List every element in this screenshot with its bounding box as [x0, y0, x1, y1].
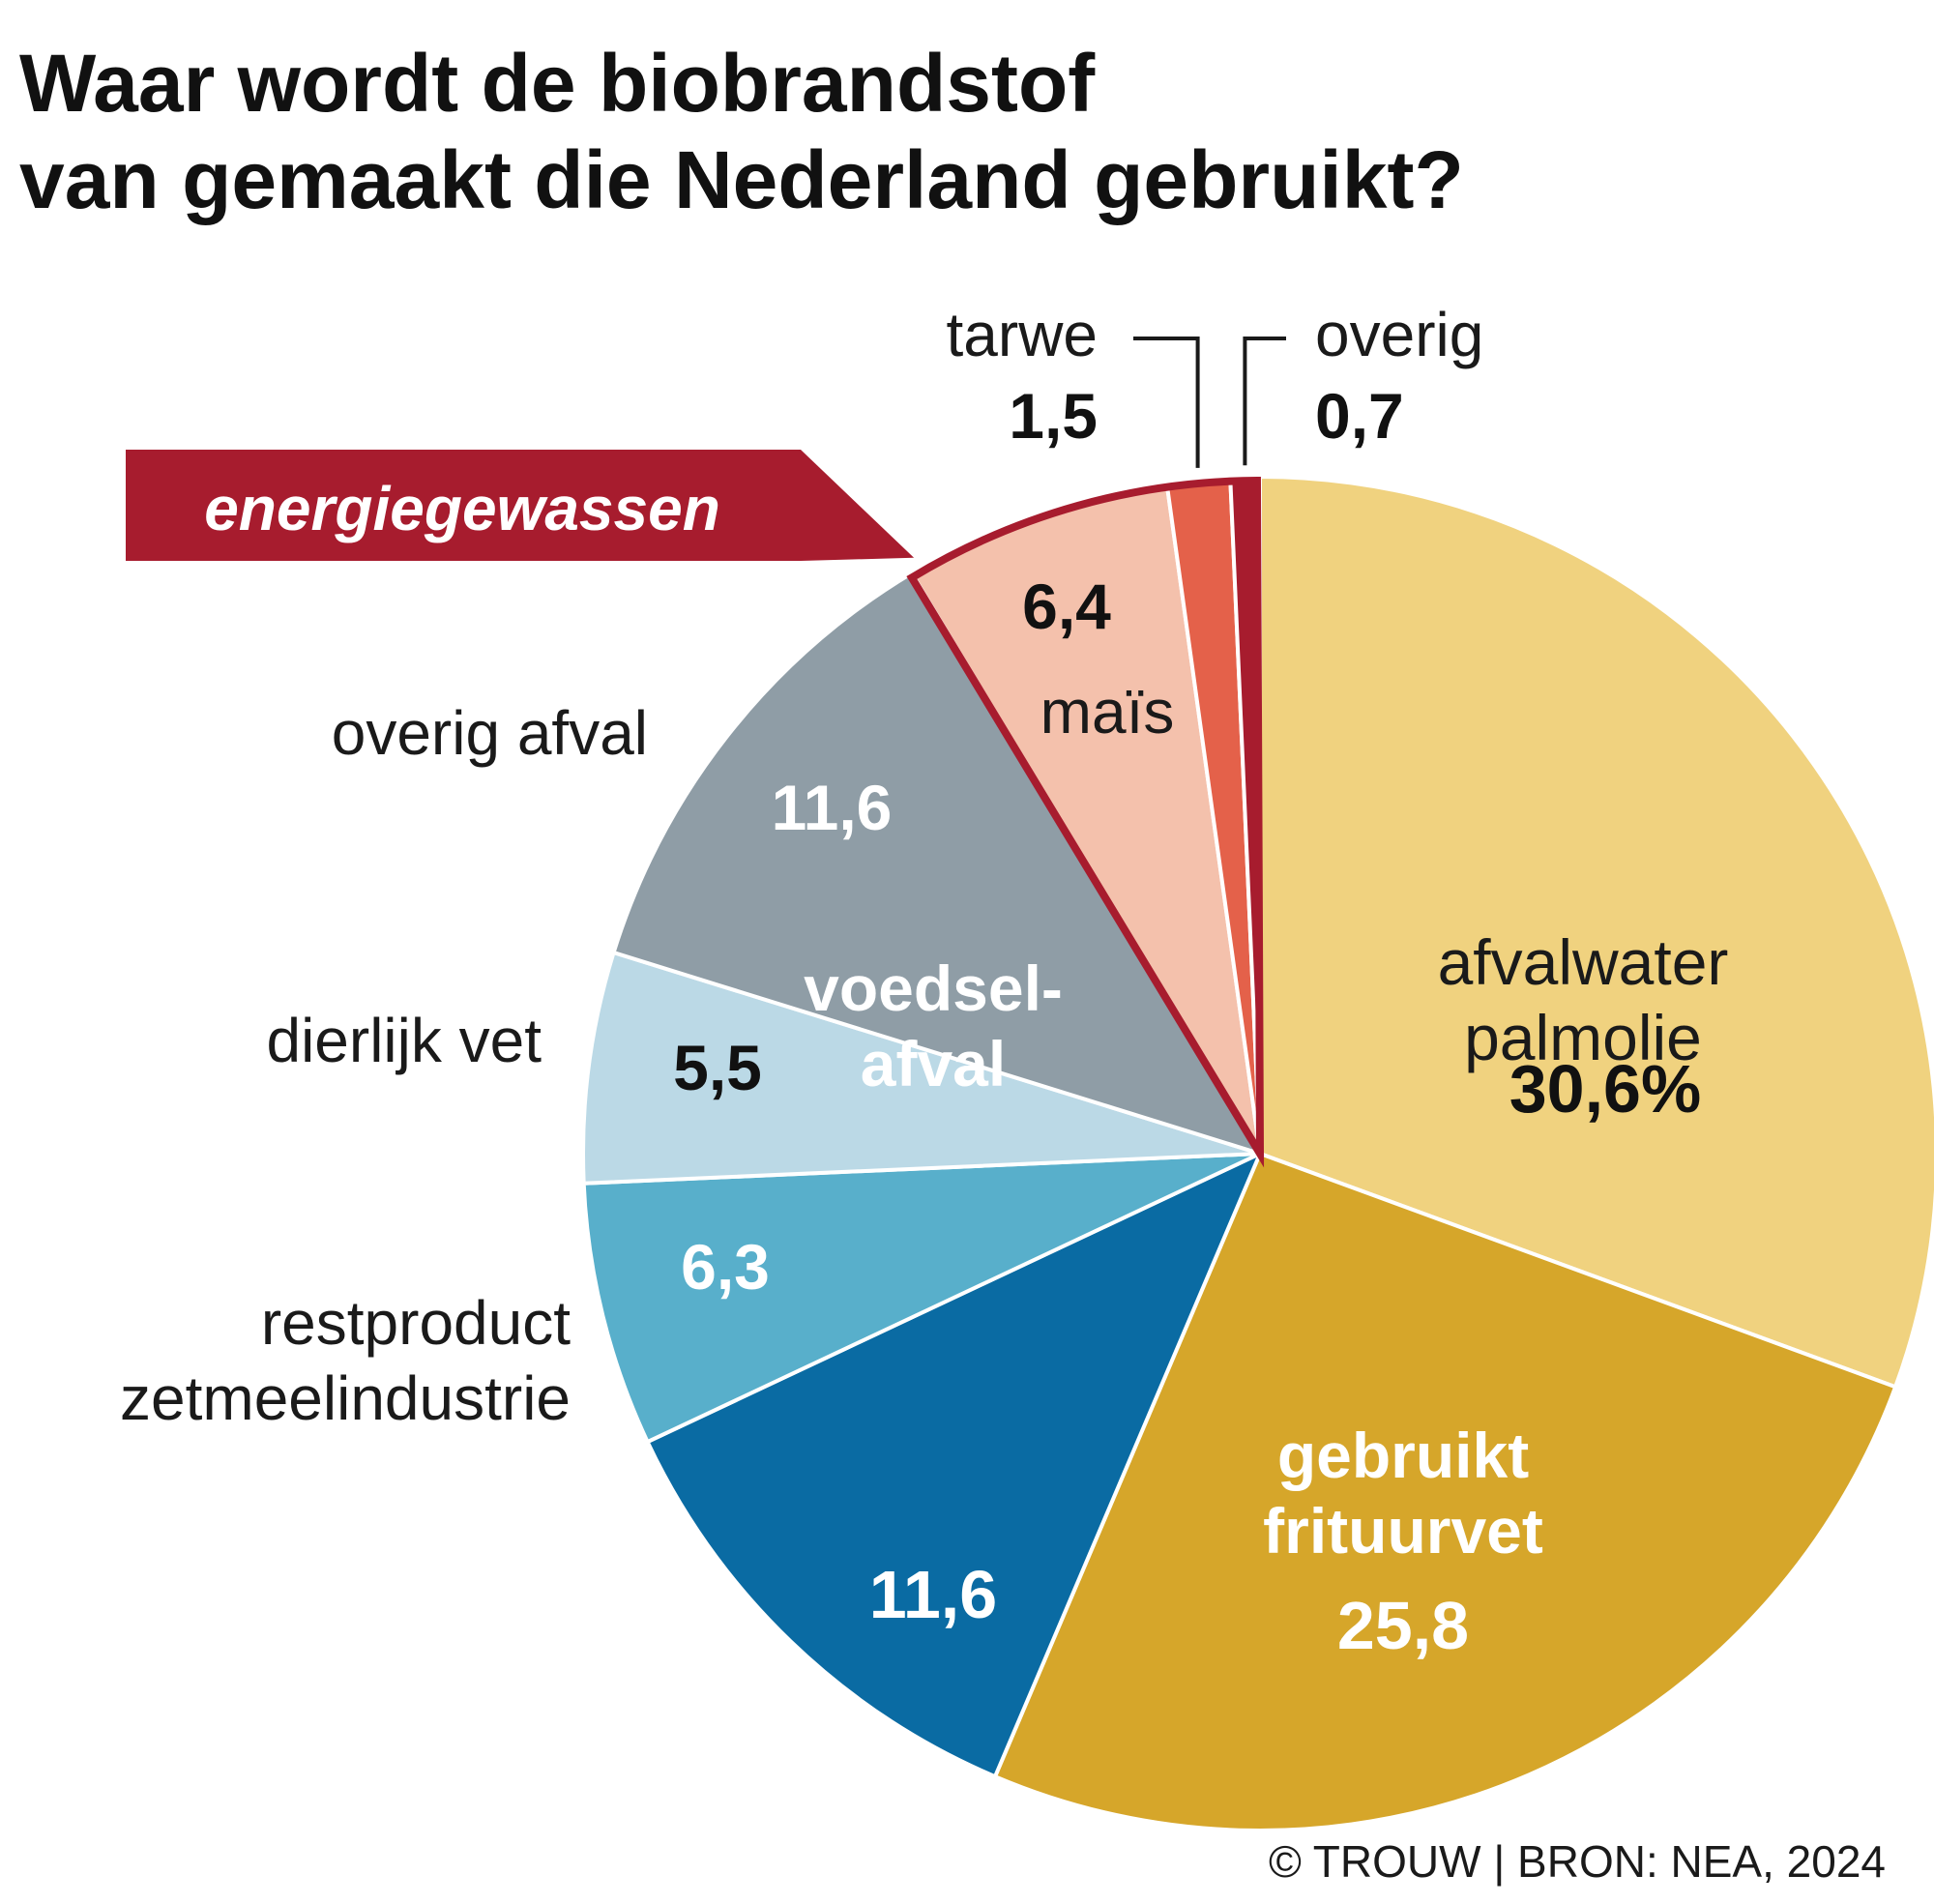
- value-mais: 6,4: [1022, 571, 1111, 642]
- energiegewassen-tag-label: energiegewassen: [204, 474, 720, 543]
- label-restproduct-zetmeelindustrie-line-1: restproduct: [261, 1288, 571, 1358]
- leader-line-overig: [1243, 337, 1286, 466]
- slice-restproduct-zetmeelindustrie: [581, 1152, 1262, 1445]
- label-gebruikt-frituurvet-line-2: frituurvet: [1263, 1495, 1543, 1567]
- slice-overig-afval: [611, 571, 1262, 1156]
- label-afvalwater-palmolie-line-1: afvalwater: [1438, 926, 1729, 998]
- label-afvalwater-palmolie-line-2: palmolie: [1464, 1002, 1702, 1073]
- slice-gebruikt-frituurvet: [993, 1152, 1898, 1832]
- label-gebruikt-frituurvet-line-1: gebruikt: [1277, 1420, 1529, 1491]
- label-dierlijk-vet: dierlijk vet: [266, 1006, 542, 1075]
- slice-dierlijk-vet: [581, 951, 1262, 1186]
- title-line-1: Waar wordt de biobrandstof: [19, 38, 1096, 129]
- value-overig: 0,7: [1315, 380, 1404, 452]
- value-tarwe: 1,5: [1009, 380, 1098, 452]
- title-line-2: van gemaakt die Nederland gebruikt?: [19, 134, 1464, 225]
- source-credit: © TROUW | BRON: NEA, 2024: [1268, 1836, 1886, 1887]
- leader-line-tarwe: [1133, 337, 1200, 468]
- energiegewassen-tag: [126, 450, 915, 561]
- energy-crops-outline: [906, 476, 1265, 1168]
- slices: [581, 475, 1934, 1832]
- value-gebruikt-frituurvet: 25,8: [1337, 1588, 1469, 1663]
- value-restproduct-zetmeelindustrie: 6,3: [681, 1231, 770, 1303]
- value-afvalwater-palmolie: 30,6%: [1509, 1051, 1701, 1127]
- value-overig-afval: 11,6: [772, 772, 893, 843]
- label-tarwe: tarwe: [947, 300, 1099, 369]
- label-overig-afval: overig afval: [332, 698, 648, 768]
- label-voedsel-afval-line-1: voedsel-: [804, 952, 1063, 1024]
- label-voedsel-afval-line-2: afval: [861, 1028, 1006, 1099]
- page-title: Waar wordt de biobrandstof van gemaakt d…: [19, 35, 1857, 228]
- value-voedsel-afval: 11,6: [869, 1557, 997, 1632]
- slice-voedsel-afval: [645, 1152, 1262, 1779]
- value-dierlijk-vet: 5,5: [673, 1032, 762, 1103]
- label-mais: maïs: [1040, 677, 1175, 747]
- slice-afvalwater-palmolie: [1258, 475, 1934, 1390]
- label-overig: overig: [1315, 300, 1483, 369]
- label-restproduct-zetmeelindustrie-line-2: zetmeelindustrie: [120, 1363, 571, 1433]
